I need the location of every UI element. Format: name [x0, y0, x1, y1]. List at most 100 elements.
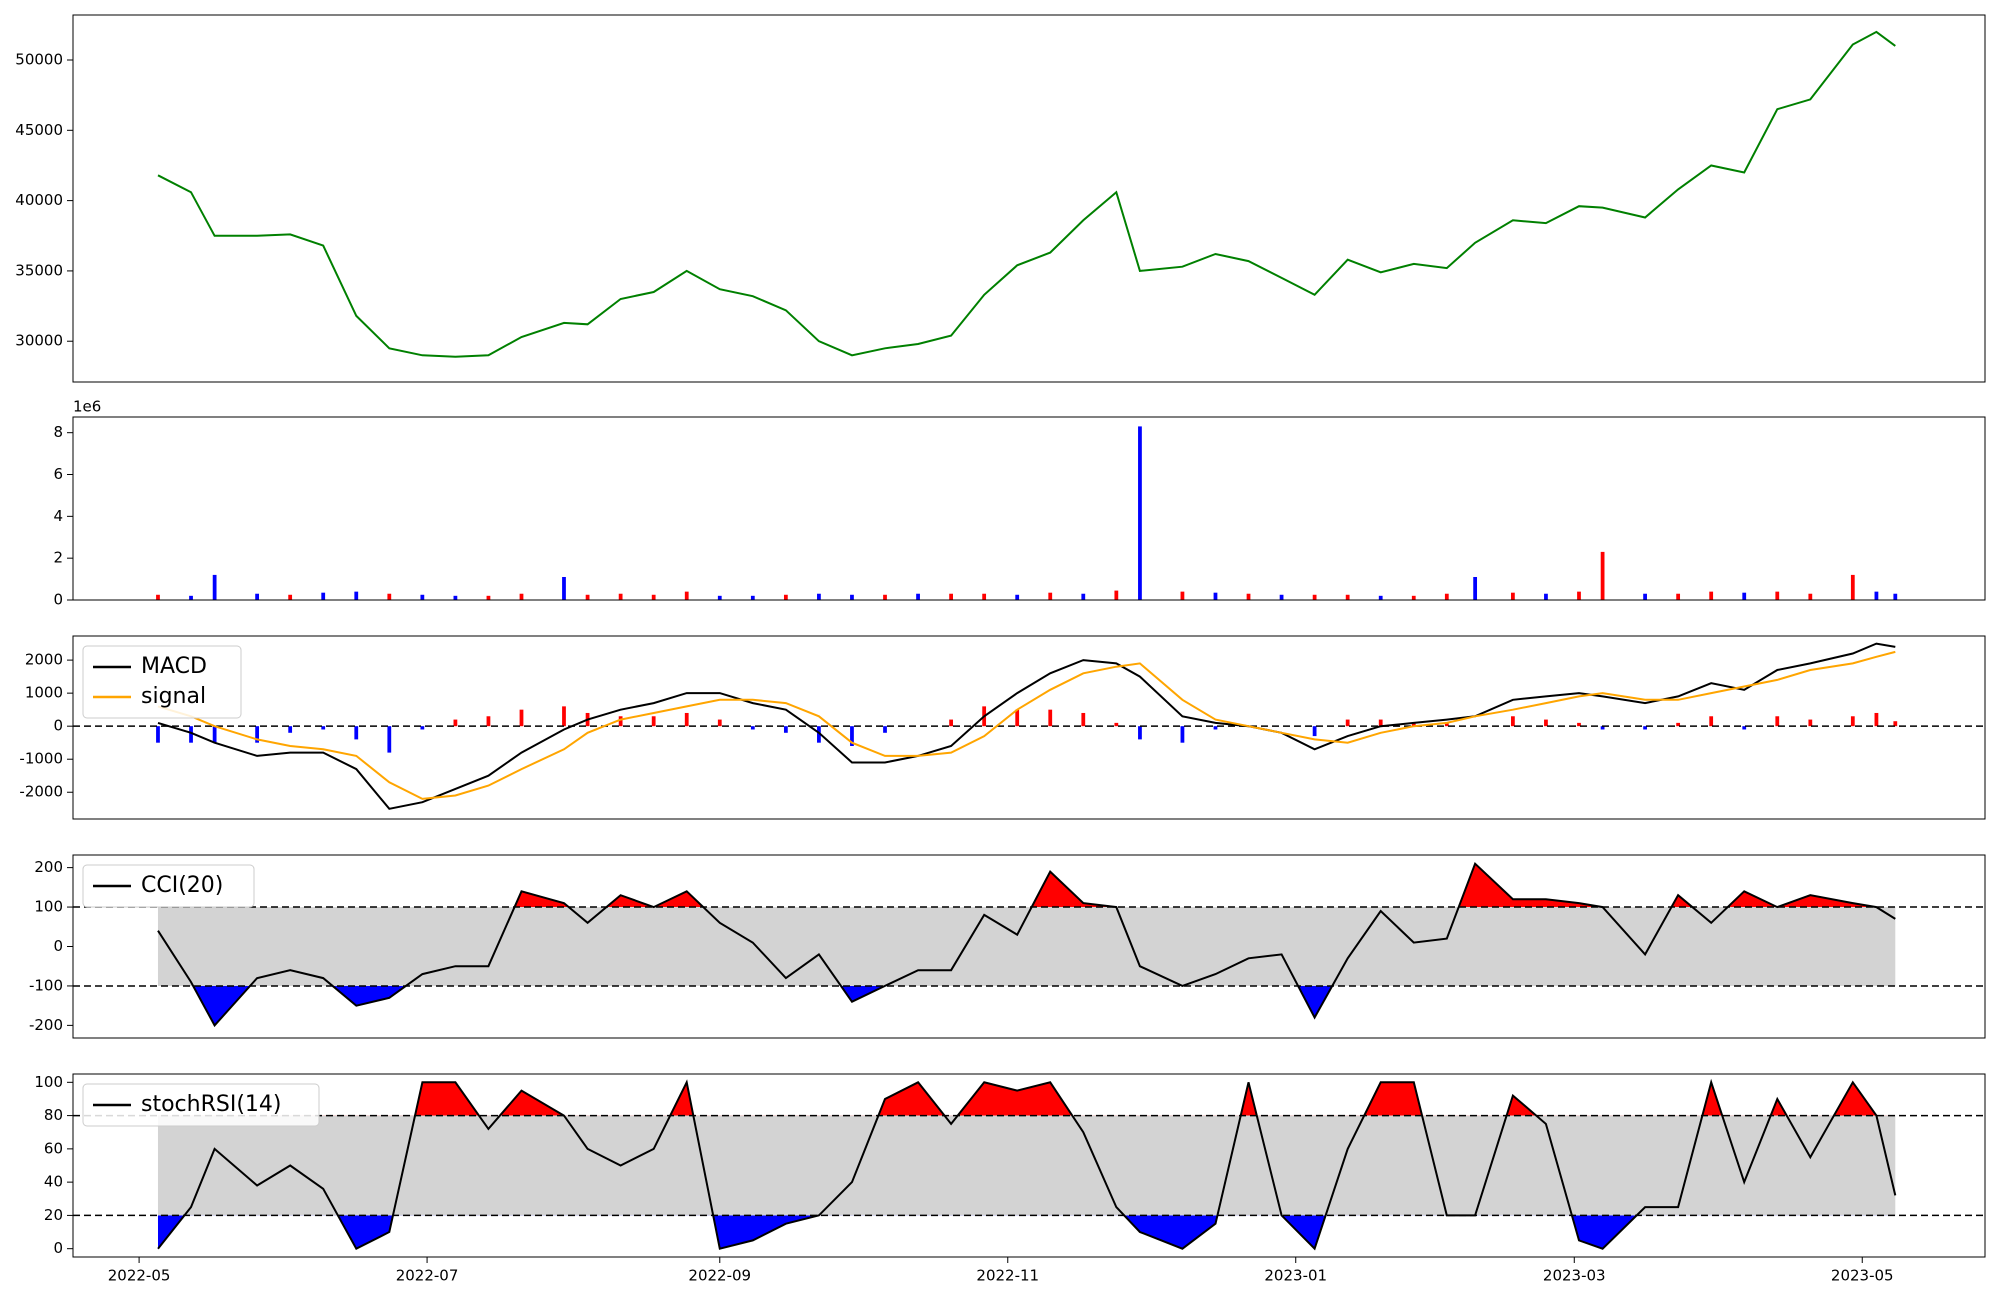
indicator-line [157, 861, 1896, 1028]
legend-box [82, 1083, 320, 1127]
histogram-bar [1600, 726, 1605, 730]
histogram-bar [1643, 726, 1647, 730]
histogram-bar [1808, 719, 1813, 727]
volume-bar [288, 594, 293, 600]
y-tick-label: 50000 [15, 50, 63, 68]
histogram-bar [1742, 726, 1747, 730]
y-tick-label: 0 [53, 717, 63, 735]
volume-bar [189, 595, 193, 600]
neutral-band [157, 907, 1896, 986]
volume-bar [1378, 595, 1383, 600]
volume-bar [1312, 594, 1317, 600]
histogram-bar [1709, 716, 1714, 727]
volume-bar [354, 591, 359, 600]
panel [157, 30, 1896, 358]
histogram-bar [949, 719, 953, 727]
volume-bar [1015, 594, 1020, 600]
histogram-bar [750, 726, 755, 730]
y-tick-label: 45000 [15, 121, 63, 139]
y-tick-label: 40 [44, 1173, 63, 1191]
panel-frame [72, 854, 1986, 1039]
neutral-band [157, 1115, 1896, 1216]
volume-bar [420, 594, 425, 600]
panel-frame [72, 14, 1986, 383]
y-tick-label: 6 [53, 465, 63, 483]
indicator-line [157, 1078, 1897, 1251]
volume-bar [255, 593, 260, 600]
histogram-bar [354, 726, 359, 740]
histogram-bar [1676, 722, 1681, 727]
volume-bar [850, 594, 854, 600]
histogram-bar [817, 726, 821, 743]
histogram-bar [1180, 726, 1185, 743]
volume-bar [1577, 591, 1581, 600]
volume-bar [453, 595, 458, 600]
x-tick-label: 2023-05 [1831, 1267, 1894, 1285]
histogram-bar [1874, 712, 1879, 727]
volume-bar [1893, 593, 1898, 600]
legend-box [82, 645, 242, 719]
histogram-bar [717, 719, 722, 727]
volume-bar [1411, 595, 1416, 600]
y-tick-label: 0 [53, 591, 63, 609]
histogram-bar [255, 726, 260, 743]
histogram-bar [562, 706, 566, 727]
volume-bar [486, 595, 491, 600]
volume-bar [1114, 590, 1119, 600]
histogram-bar [453, 719, 458, 727]
histogram-bar [651, 716, 656, 727]
volume-bar [519, 593, 524, 600]
volume-bar [817, 593, 821, 600]
x-tick-label: 2022-07 [396, 1267, 459, 1285]
y-tick-label: 30000 [15, 332, 63, 350]
histogram-bar [1444, 722, 1449, 727]
histogram-bar [486, 716, 491, 727]
histogram-bar [684, 712, 689, 727]
legend-label: signal [141, 684, 206, 709]
y-tick-label: 20 [44, 1206, 63, 1224]
indicator-line [157, 650, 1896, 800]
histogram-bar [1378, 719, 1383, 727]
y-tick-label: 2000 [25, 651, 63, 669]
volume-bar [949, 593, 953, 600]
volume-bar [1444, 593, 1449, 600]
volume-bar [585, 594, 590, 600]
histogram-bar [1114, 722, 1119, 727]
histogram-bar [1345, 719, 1350, 727]
overbought-fill [157, 1082, 1896, 1116]
histogram-bar [189, 726, 193, 743]
panel [73, 1078, 1985, 1251]
x-tick-label: 2023-01 [1264, 1267, 1327, 1285]
volume-bar [1345, 594, 1350, 600]
histogram-bar [1213, 726, 1218, 730]
volume-bar [750, 595, 755, 600]
volume-bar [982, 593, 987, 600]
volume-bar [618, 593, 623, 600]
volume-bar [1874, 591, 1879, 600]
histogram-bar [1138, 726, 1142, 740]
y-tick-label: 0 [53, 1239, 63, 1257]
x-tick-label: 2022-05 [108, 1267, 171, 1285]
histogram-bar [1544, 719, 1548, 727]
volume-bar [1600, 551, 1605, 600]
volume-bar [212, 574, 217, 600]
y-tick-label: -100 [29, 976, 63, 994]
volume-bar [1544, 593, 1548, 600]
volume-bar [1775, 591, 1780, 600]
volume-bar [321, 592, 326, 600]
legend-label: CCI(20) [141, 873, 223, 898]
volume-bar [1511, 592, 1515, 600]
axis-offset-label: 1e6 [73, 398, 101, 416]
volume-bar [1676, 593, 1681, 600]
y-tick-label: 60 [44, 1139, 63, 1157]
volume-bar [156, 594, 160, 600]
volume-bar [562, 576, 566, 600]
volume-bar [1180, 591, 1185, 600]
y-tick-label: 0 [53, 937, 63, 955]
histogram-bar [783, 726, 788, 733]
volume-bar [1473, 576, 1478, 600]
y-tick-label: 80 [44, 1106, 63, 1124]
y-tick-label: 8 [53, 423, 63, 441]
histogram-bar [1775, 716, 1780, 727]
